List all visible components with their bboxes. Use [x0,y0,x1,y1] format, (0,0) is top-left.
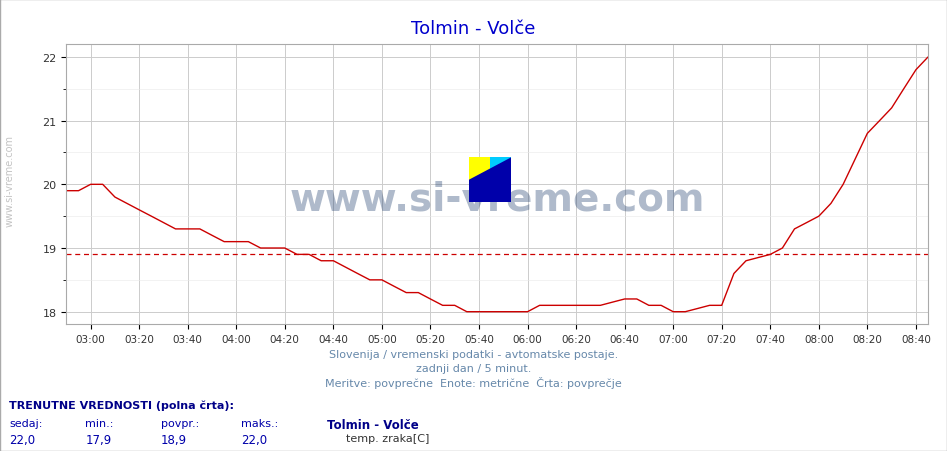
Polygon shape [469,158,491,180]
Text: Slovenija / vremenski podatki - avtomatske postaje.: Slovenija / vremenski podatki - avtomats… [329,350,618,359]
Text: min.:: min.: [85,419,114,428]
Text: TRENUTNE VREDNOSTI (polna črta):: TRENUTNE VREDNOSTI (polna črta): [9,399,235,410]
Polygon shape [469,158,511,203]
Text: Tolmin - Volče: Tolmin - Volče [411,20,536,38]
Text: 22,0: 22,0 [241,433,268,446]
Text: maks.:: maks.: [241,419,278,428]
Text: www.si-vreme.com: www.si-vreme.com [5,134,14,226]
Text: 17,9: 17,9 [85,433,112,446]
Text: sedaj:: sedaj: [9,419,43,428]
Text: Tolmin - Volče: Tolmin - Volče [327,419,419,432]
Text: 18,9: 18,9 [161,433,188,446]
Text: www.si-vreme.com: www.si-vreme.com [290,180,705,218]
Polygon shape [491,158,511,180]
Text: Meritve: povprečne  Enote: metrične  Črta: povprečje: Meritve: povprečne Enote: metrične Črta:… [325,377,622,389]
Text: povpr.:: povpr.: [161,419,199,428]
Text: 22,0: 22,0 [9,433,36,446]
Text: temp. zraka[C]: temp. zraka[C] [346,433,429,443]
Text: zadnji dan / 5 minut.: zadnji dan / 5 minut. [416,363,531,373]
